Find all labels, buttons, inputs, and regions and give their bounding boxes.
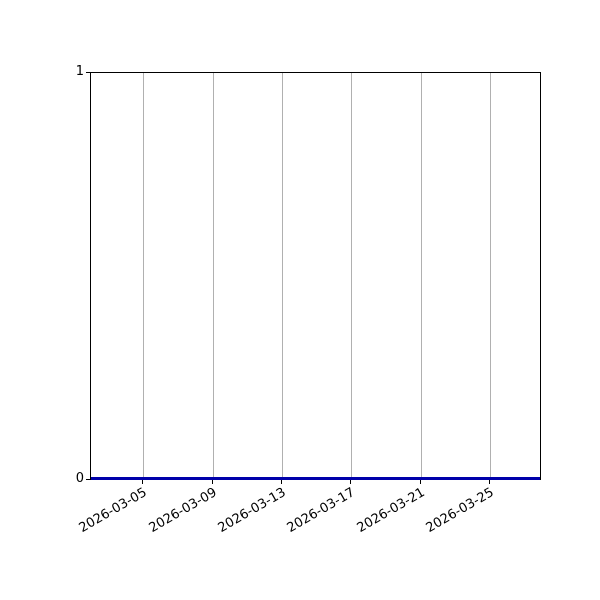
x-tick xyxy=(420,480,421,484)
x-gridline xyxy=(213,73,214,479)
x-gridline xyxy=(490,73,491,479)
y-tick xyxy=(86,72,90,73)
y-tick xyxy=(86,479,90,480)
x-tick-label: 2026-03-17 xyxy=(285,485,358,536)
x-tick-label: 2026-03-05 xyxy=(77,485,150,536)
x-tick-label: 2026-03-09 xyxy=(147,485,220,536)
x-tick xyxy=(212,480,213,484)
x-gridline xyxy=(143,73,144,479)
y-tick-label: 0 xyxy=(75,471,84,486)
x-tick xyxy=(489,480,490,484)
plot-area xyxy=(90,72,541,480)
data-line-flat-zero xyxy=(91,477,540,480)
x-gridline xyxy=(282,73,283,479)
y-tick-label: 1 xyxy=(75,64,84,79)
x-gridline xyxy=(421,73,422,479)
x-tick-label: 2026-03-21 xyxy=(355,485,428,536)
x-tick xyxy=(142,480,143,484)
x-tick xyxy=(350,480,351,484)
x-gridline xyxy=(351,73,352,479)
x-tick-label: 2026-03-13 xyxy=(216,485,289,536)
x-tick-label: 2026-03-25 xyxy=(424,485,497,536)
x-tick xyxy=(281,480,282,484)
